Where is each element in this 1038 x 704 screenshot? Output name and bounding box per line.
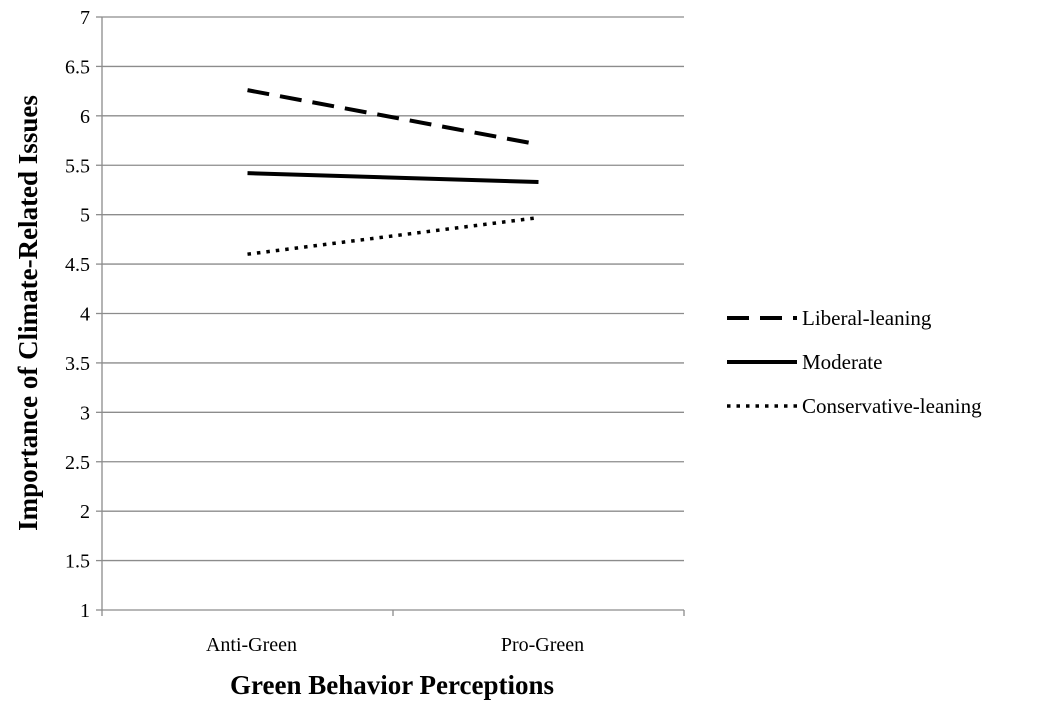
y-axis-title: Importance of Climate-Related Issues [13,95,43,531]
y-tick-label: 2.5 [65,452,90,474]
y-tick-label: 2 [80,501,90,523]
x-tick-label: Anti-Green [206,634,297,656]
legend-label: Conservative-leaning [802,394,982,418]
x-tick-labels: Anti-Green Pro-Green [206,634,584,656]
y-tick-label: 1 [80,600,90,622]
y-tick-label: 5 [80,205,90,227]
y-tick-label: 6.5 [65,56,90,78]
y-tick-label: 1.5 [65,551,90,573]
series-line-liberal-leaning [247,88,539,147]
y-tick-label: 4 [80,304,90,326]
y-tick-label: 7 [80,7,90,29]
y-tick-label: 3 [80,402,90,424]
legend-label: Liberal-leaning [802,306,932,330]
y-tick-label: 4.5 [65,254,90,276]
legend-label: Moderate [802,350,882,374]
y-tick-label: 6 [80,106,90,128]
x-axis-title: Green Behavior Perceptions [230,670,554,700]
x-tick-label: Pro-Green [501,634,584,656]
series-line-moderate [247,171,539,185]
series-line-conservative-leaning [247,215,539,256]
y-tick-labels: 1 1.5 2 2.5 3 3.5 4 4.5 5 5.5 6 6.5 7 [65,7,90,622]
legend: Liberal-leaning Moderate Conservative-lean… [727,306,982,418]
y-tick-label: 5.5 [65,155,90,177]
gridlines [102,16,684,562]
axes [96,16,685,616]
y-tick-label: 3.5 [65,353,90,375]
series-lines [247,88,539,256]
